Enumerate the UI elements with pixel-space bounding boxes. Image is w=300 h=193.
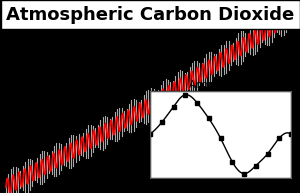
- Text: Measured at Mauna Loa, Hawaii: Measured at Mauna Loa, Hawaii: [34, 35, 234, 48]
- Title: Annual Cycle: Annual Cycle: [189, 80, 252, 90]
- Text: Atmospheric Carbon Dioxide: Atmospheric Carbon Dioxide: [6, 6, 294, 24]
